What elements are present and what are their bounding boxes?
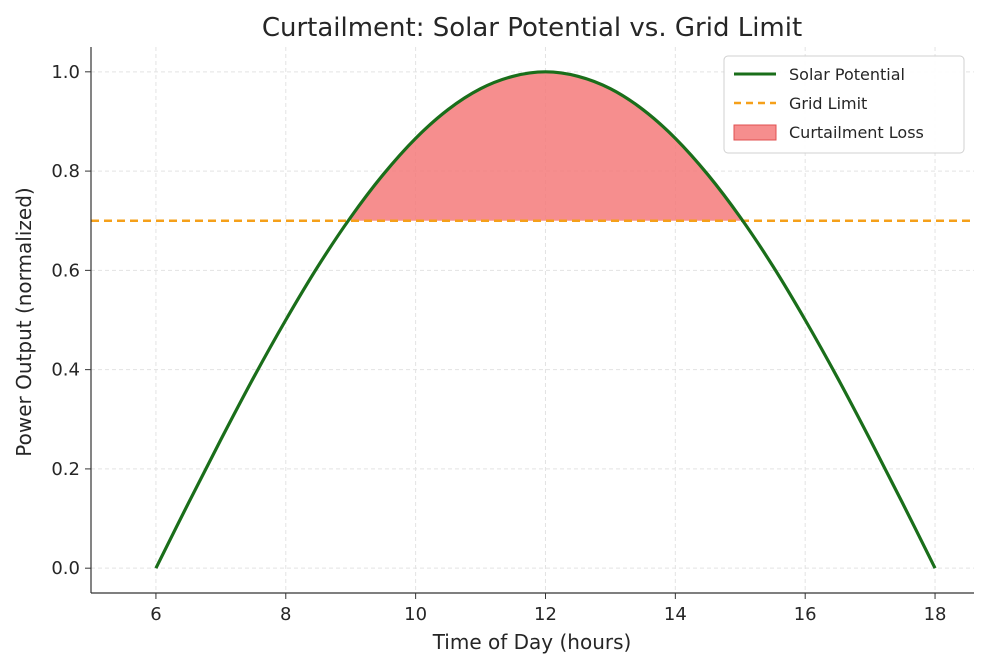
y-tick-label: 0.2 — [51, 459, 80, 480]
x-tick-label: 14 — [664, 604, 687, 625]
y-tick-label: 0.6 — [51, 260, 80, 281]
legend-swatch-curtailment-loss — [733, 124, 777, 141]
curtailment-loss-area — [350, 71, 741, 221]
legend-label-grid-limit: Grid Limit — [789, 94, 867, 113]
series-line-layer — [91, 70, 974, 569]
y-axis-label: Power Output (normalized) — [12, 187, 36, 456]
y-tick-label: 0.0 — [51, 558, 80, 579]
x-tick-label: 8 — [280, 604, 291, 625]
y-tick-label: 1.0 — [51, 62, 80, 83]
x-tick-label: 10 — [404, 604, 427, 625]
x-tick-label: 6 — [150, 604, 161, 625]
legend: Solar Potential Grid Limit Curtailment L… — [723, 55, 965, 154]
curtailment-fill-layer — [350, 71, 741, 221]
tick-layer: 6 8 10 12 14 16 18 0.0 0.2 0.4 0.6 0.8 1.0 — [51, 62, 946, 625]
legend-label-solar-potential: Solar Potential — [789, 65, 905, 84]
legend-box — [723, 55, 965, 154]
y-tick-label: 0.4 — [51, 360, 80, 381]
chart-title: Curtailment: Solar Potential vs. Grid Li… — [262, 13, 802, 43]
legend-label-curtailment-loss: Curtailment Loss — [789, 123, 924, 142]
axes — [90, 47, 974, 594]
x-tick-label: 12 — [534, 604, 557, 625]
solar-potential-line — [154, 70, 937, 569]
x-tick-label: 16 — [794, 604, 817, 625]
x-tick-label: 18 — [924, 604, 947, 625]
y-tick-label: 0.8 — [51, 161, 80, 182]
x-axis-label: Time of Day (hours) — [432, 630, 632, 654]
